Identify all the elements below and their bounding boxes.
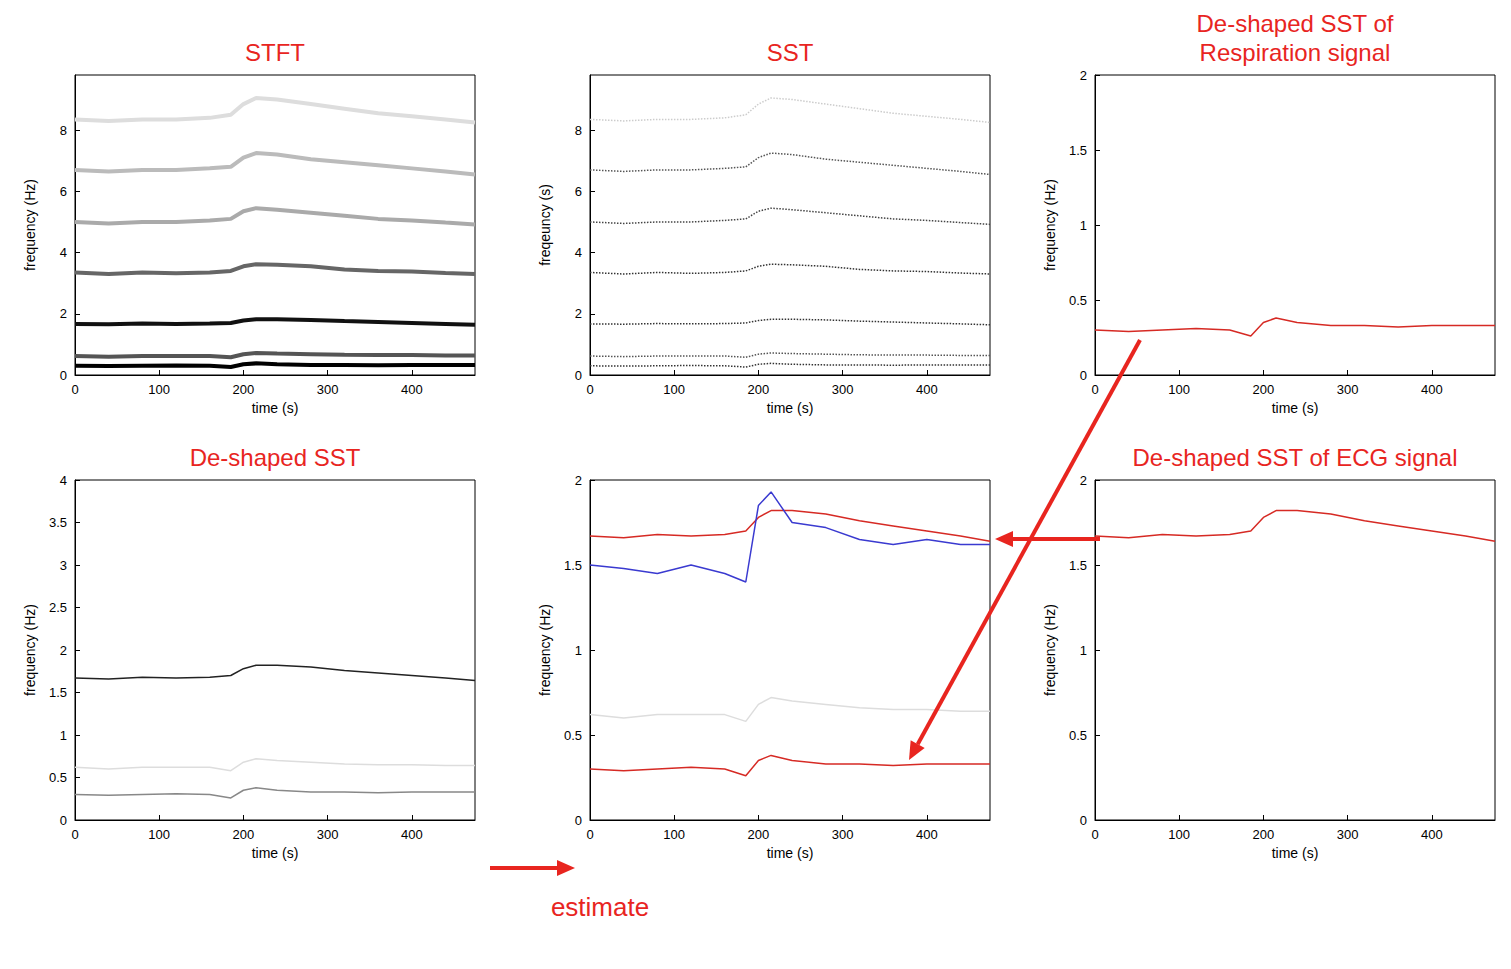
- svg-text:2: 2: [60, 643, 67, 658]
- svg-text:0: 0: [1080, 368, 1087, 383]
- svg-text:400: 400: [401, 382, 423, 397]
- svg-text:200: 200: [1253, 382, 1275, 397]
- svg-text:6: 6: [575, 184, 582, 199]
- svg-text:300: 300: [1337, 382, 1359, 397]
- svg-text:200: 200: [1253, 827, 1275, 842]
- svg-text:4: 4: [575, 245, 582, 260]
- svg-text:400: 400: [916, 382, 938, 397]
- svg-text:0: 0: [60, 368, 67, 383]
- svg-text:frequency (Hz): frequency (Hz): [22, 604, 38, 696]
- svg-text:100: 100: [663, 827, 685, 842]
- svg-text:SST: SST: [767, 39, 814, 66]
- svg-text:time (s): time (s): [767, 400, 814, 416]
- svg-text:freqeuncy (s): freqeuncy (s): [537, 184, 553, 266]
- svg-text:0: 0: [575, 368, 582, 383]
- svg-text:100: 100: [663, 382, 685, 397]
- svg-text:1: 1: [575, 643, 582, 658]
- svg-text:2.5: 2.5: [49, 600, 67, 615]
- svg-text:2: 2: [575, 306, 582, 321]
- svg-text:4: 4: [60, 245, 67, 260]
- svg-text:0: 0: [1091, 382, 1098, 397]
- svg-text:0: 0: [60, 813, 67, 828]
- svg-text:300: 300: [832, 827, 854, 842]
- svg-text:time (s): time (s): [252, 845, 299, 861]
- svg-text:0.5: 0.5: [1069, 293, 1087, 308]
- svg-text:time (s): time (s): [1272, 400, 1319, 416]
- svg-text:0: 0: [586, 382, 593, 397]
- svg-text:1: 1: [1080, 218, 1087, 233]
- svg-text:frequency (Hz): frequency (Hz): [22, 179, 38, 271]
- svg-text:0.5: 0.5: [49, 770, 67, 785]
- svg-text:De-shaped SST: De-shaped SST: [190, 444, 361, 471]
- svg-text:400: 400: [916, 827, 938, 842]
- svg-text:2: 2: [575, 473, 582, 488]
- svg-text:1.5: 1.5: [49, 685, 67, 700]
- svg-text:400: 400: [1421, 382, 1443, 397]
- svg-text:4: 4: [60, 473, 67, 488]
- svg-text:STFT: STFT: [245, 39, 305, 66]
- svg-text:3: 3: [60, 558, 67, 573]
- svg-text:estimate: estimate: [551, 892, 649, 922]
- svg-text:Respiration signal: Respiration signal: [1200, 39, 1391, 66]
- svg-text:400: 400: [1421, 827, 1443, 842]
- svg-text:1.5: 1.5: [564, 558, 582, 573]
- svg-text:2: 2: [60, 306, 67, 321]
- svg-text:0.5: 0.5: [1069, 728, 1087, 743]
- svg-text:1: 1: [60, 728, 67, 743]
- svg-text:300: 300: [832, 382, 854, 397]
- svg-text:100: 100: [148, 827, 170, 842]
- svg-text:100: 100: [148, 382, 170, 397]
- svg-text:0: 0: [1091, 827, 1098, 842]
- svg-text:frequency (Hz): frequency (Hz): [537, 604, 553, 696]
- svg-text:1.5: 1.5: [1069, 143, 1087, 158]
- svg-text:6: 6: [60, 184, 67, 199]
- svg-text:0: 0: [71, 827, 78, 842]
- svg-text:0: 0: [1080, 813, 1087, 828]
- svg-text:time (s): time (s): [252, 400, 299, 416]
- svg-text:300: 300: [317, 827, 339, 842]
- svg-text:300: 300: [1337, 827, 1359, 842]
- svg-text:200: 200: [233, 382, 255, 397]
- svg-text:100: 100: [1168, 827, 1190, 842]
- svg-text:time (s): time (s): [767, 845, 814, 861]
- svg-text:200: 200: [748, 827, 770, 842]
- svg-text:300: 300: [317, 382, 339, 397]
- svg-text:100: 100: [1168, 382, 1190, 397]
- svg-text:8: 8: [60, 123, 67, 138]
- svg-text:400: 400: [401, 827, 423, 842]
- svg-text:0.5: 0.5: [564, 728, 582, 743]
- svg-text:2: 2: [1080, 473, 1087, 488]
- svg-text:1.5: 1.5: [1069, 558, 1087, 573]
- svg-text:De-shaped SST of: De-shaped SST of: [1196, 10, 1393, 37]
- svg-text:frequency (Hz): frequency (Hz): [1042, 179, 1058, 271]
- svg-text:0: 0: [575, 813, 582, 828]
- svg-text:time (s): time (s): [1272, 845, 1319, 861]
- svg-text:1: 1: [1080, 643, 1087, 658]
- svg-text:8: 8: [575, 123, 582, 138]
- svg-text:0: 0: [586, 827, 593, 842]
- svg-text:frequency (Hz): frequency (Hz): [1042, 604, 1058, 696]
- svg-text:200: 200: [748, 382, 770, 397]
- svg-text:3.5: 3.5: [49, 515, 67, 530]
- svg-text:De-shaped SST of ECG signal: De-shaped SST of ECG signal: [1132, 444, 1457, 471]
- svg-text:200: 200: [233, 827, 255, 842]
- svg-text:0: 0: [71, 382, 78, 397]
- svg-text:2: 2: [1080, 68, 1087, 83]
